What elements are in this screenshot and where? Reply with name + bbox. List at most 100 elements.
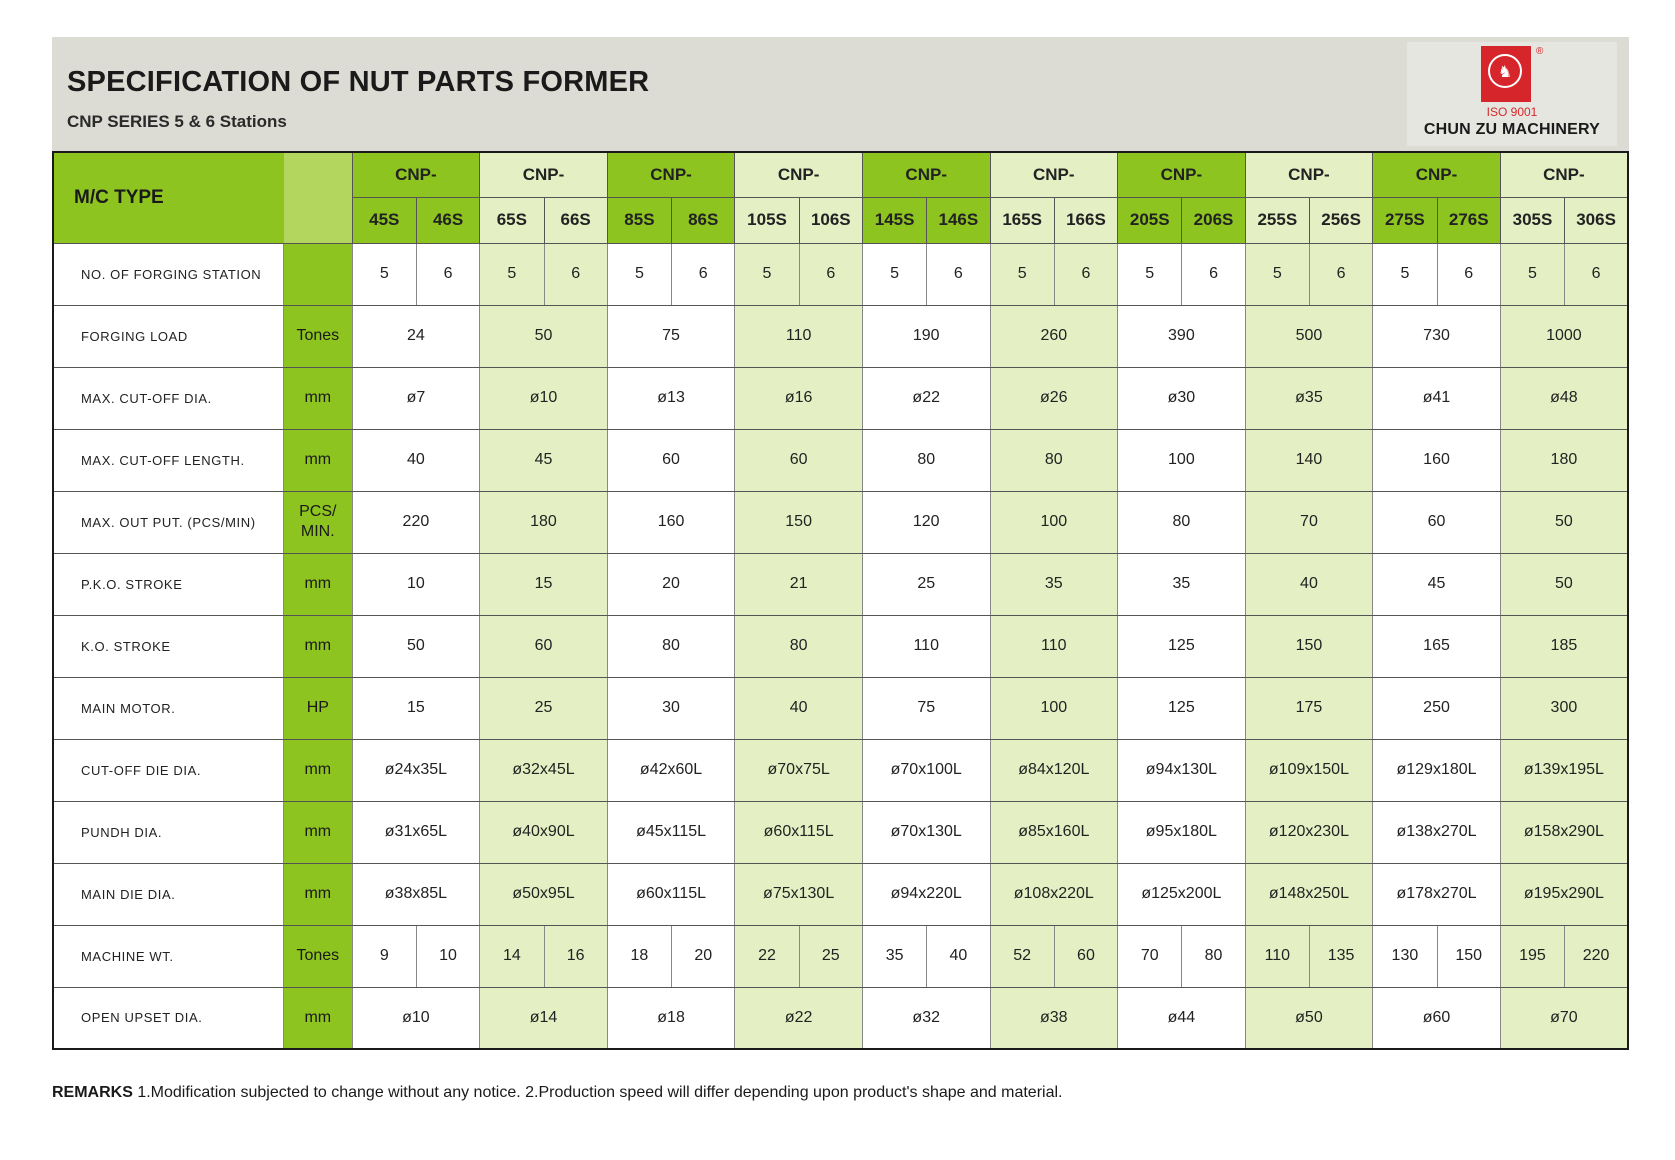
table-cell: 150: [1244, 614, 1374, 678]
row-unit: mm: [283, 428, 353, 492]
row-label: FORGING LOAD: [52, 304, 284, 368]
table-cell: 165: [1372, 614, 1501, 678]
table-cell: 60: [1372, 490, 1501, 554]
table-cell: 160: [606, 490, 736, 554]
table-cell: 52: [989, 924, 1055, 988]
model-header: 256S: [1308, 196, 1374, 244]
table-cell: 5: [734, 242, 800, 306]
spec-table: M/C TYPE CNP- CNP- CNP- CNP- CNP- CNP- CNP- CNP-…: [52, 151, 1629, 1050]
table-cell: 15: [351, 676, 481, 740]
table-cell: 6: [1053, 242, 1119, 306]
table-cell: 80: [734, 614, 863, 678]
table-cell: 6: [415, 242, 481, 306]
table-cell: 120: [861, 490, 991, 554]
table-cell: ø158x290L: [1499, 800, 1629, 864]
table-cell: 1000: [1499, 304, 1629, 368]
table-cell: 50: [351, 614, 481, 678]
table-cell: 45: [479, 428, 608, 492]
table-row: P.K.O. STROKE mm 10 15 20 21 25 35 35 40 45 50: [52, 552, 1629, 616]
series-prefix: CNP-: [1499, 151, 1629, 198]
model-header: 165S: [989, 196, 1055, 244]
table-cell: ø10: [479, 366, 608, 430]
table-cell: ø94x220L: [861, 862, 991, 926]
table-cell: ø50x95L: [479, 862, 608, 926]
table-cell: 75: [861, 676, 991, 740]
table-cell: ø42x60L: [606, 738, 736, 802]
table-cell: ø85x160L: [989, 800, 1119, 864]
lion-logo-icon: ♞: [1481, 46, 1531, 102]
row-label: K.O. STROKE: [52, 614, 284, 678]
table-cell: 6: [1564, 242, 1629, 306]
table-cell: ø138x270L: [1372, 800, 1501, 864]
series-prefix: CNP-: [606, 151, 736, 198]
series-prefix: CNP-: [734, 151, 863, 198]
table-cell: ø108x220L: [989, 862, 1119, 926]
model-header: 145S: [861, 196, 928, 244]
row-unit: Tones: [283, 924, 353, 988]
header-band: [52, 37, 1629, 151]
table-cell: 5: [1499, 242, 1566, 306]
table-cell: ø31x65L: [351, 800, 481, 864]
table-cell: ø22: [861, 366, 991, 430]
table-cell: 730: [1372, 304, 1501, 368]
table-cell: ø14: [479, 986, 608, 1050]
unit-header: [283, 151, 353, 244]
remarks-text: 1.Modification subjected to change witho…: [132, 1084, 1063, 1101]
table-cell: ø24x35L: [351, 738, 481, 802]
mc-type-header: M/C TYPE: [52, 151, 284, 244]
table-cell: 5: [989, 242, 1055, 306]
model-header: 276S: [1436, 196, 1501, 244]
table-cell: ø139x195L: [1499, 738, 1629, 802]
table-cell: 75: [606, 304, 736, 368]
row-unit: mm: [283, 738, 353, 802]
table-cell: 15: [479, 552, 608, 616]
table-cell: ø95x180L: [1117, 800, 1246, 864]
table-cell: 6: [1436, 242, 1501, 306]
table-cell: ø120x230L: [1244, 800, 1374, 864]
table-cell: 80: [1181, 924, 1246, 988]
model-header: 255S: [1244, 196, 1310, 244]
table-cell: ø178x270L: [1372, 862, 1501, 926]
row-label: MAX. CUT-OFF LENGTH.: [52, 428, 284, 492]
model-header: 146S: [926, 196, 991, 244]
series-prefix: CNP-: [861, 151, 991, 198]
table-cell: 60: [1053, 924, 1119, 988]
table-cell: 5: [861, 242, 928, 306]
table-cell: 100: [989, 676, 1119, 740]
table-cell: ø60x115L: [734, 800, 863, 864]
table-row: MAIN MOTOR. HP 15 25 30 40 75 100 125 175 250 300: [52, 676, 1629, 740]
table-cell: 5: [1372, 242, 1438, 306]
model-header: 306S: [1564, 196, 1629, 244]
table-cell: 50: [1499, 552, 1629, 616]
table-row: MAX. CUT-OFF DIA. mm ø7 ø10 ø13 ø16 ø22 ø26 ø30 ø…: [52, 366, 1629, 430]
table-cell: ø60x115L: [606, 862, 736, 926]
series-prefix: CNP-: [989, 151, 1119, 198]
row-label: PUNDH DIA.: [52, 800, 284, 864]
table-cell: ø70x100L: [861, 738, 991, 802]
table-cell: 21: [734, 552, 863, 616]
table-cell: 130: [1372, 924, 1438, 988]
row-label: MAX. CUT-OFF DIA.: [52, 366, 284, 430]
table-cell: 150: [1436, 924, 1501, 988]
registered-mark: ®: [1536, 46, 1544, 57]
table-cell: 35: [861, 924, 928, 988]
table-cell: 150: [734, 490, 863, 554]
model-header: 65S: [479, 196, 545, 244]
table-cell: 70: [1117, 924, 1183, 988]
table-cell: 5: [479, 242, 545, 306]
table-cell: ø60: [1372, 986, 1501, 1050]
table-cell: 45: [1372, 552, 1501, 616]
table-cell: ø70x75L: [734, 738, 863, 802]
table-cell: 180: [479, 490, 608, 554]
model-header: 275S: [1372, 196, 1438, 244]
table-cell: 175: [1244, 676, 1374, 740]
table-cell: 135: [1308, 924, 1374, 988]
table-cell: 9: [351, 924, 417, 988]
table-cell: 125: [1117, 614, 1246, 678]
row-label: NO. OF FORGING STATION: [52, 242, 284, 306]
table-cell: 5: [1117, 242, 1183, 306]
table-row: MAIN DIE DIA. mm ø38x85L ø50x95L ø60x115L ø75…: [52, 862, 1629, 926]
table-cell: ø125x200L: [1117, 862, 1246, 926]
table-cell: ø44: [1117, 986, 1246, 1050]
series-prefix: CNP-: [1117, 151, 1246, 198]
